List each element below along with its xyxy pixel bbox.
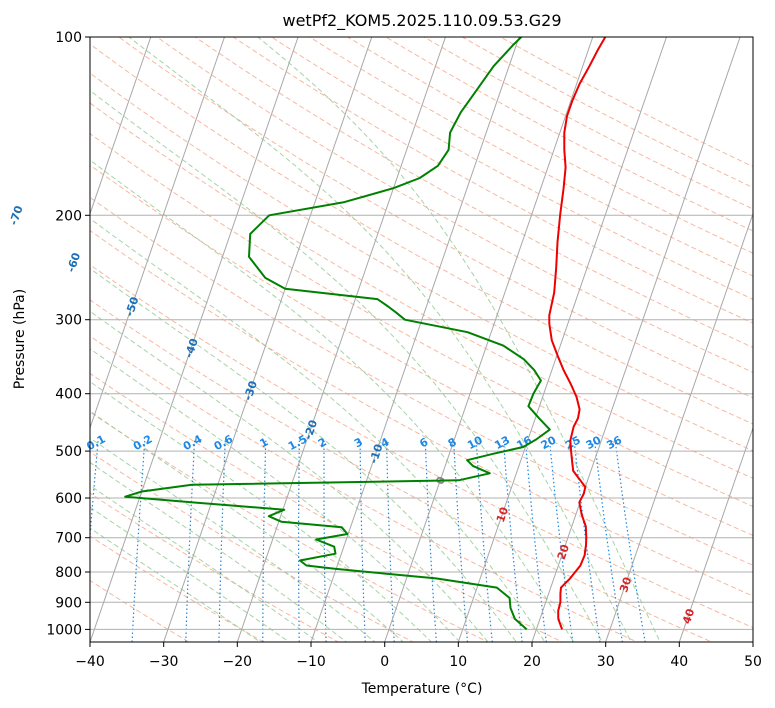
isotherm-line — [90, 37, 299, 642]
moist-adiabat-line — [90, 527, 262, 642]
mixing-ratio-line — [614, 440, 646, 642]
moist-adiabat-line — [90, 89, 603, 642]
mixing-ratio-label: 13 — [492, 433, 512, 452]
x-tick-label: 50 — [744, 654, 762, 670]
x-tick-label: −30 — [149, 654, 179, 670]
moist-adiabat-line — [90, 506, 290, 642]
isotherm-label: -10 — [367, 442, 386, 465]
x-tick-label: 0 — [380, 654, 389, 670]
temperature-profile-line — [548, 37, 607, 630]
isotherm-label: -40 — [182, 336, 201, 359]
dry-adiabat-line — [461, 37, 753, 189]
isotherm-label: -60 — [64, 251, 83, 274]
isotherm-label: 10 — [494, 505, 511, 524]
isotherm-line — [678, 426, 753, 642]
pressure-gridlines — [90, 37, 753, 630]
y-tick-label: 700 — [55, 531, 82, 547]
dry-adiabat-line — [156, 37, 753, 373]
dry-adiabat-line — [499, 37, 753, 168]
dewpoint-profile-line — [124, 37, 551, 631]
mixing-ratio-lines — [90, 440, 646, 642]
isotherm-line — [236, 37, 447, 642]
isotherm-label: -50 — [123, 295, 142, 318]
x-tick-label: 20 — [523, 654, 541, 670]
isotherm-line — [90, 37, 226, 430]
plot-frame — [89, 36, 754, 643]
dry-adiabat-line — [90, 133, 753, 508]
isotherm-label: 20 — [555, 542, 572, 561]
dry-adiabat-line — [90, 535, 265, 642]
chart-title: wetPf2_KOM5.2025.110.09.53.G29 — [282, 11, 561, 31]
x-tick-label: −40 — [75, 654, 105, 670]
isotherms — [90, 37, 753, 642]
isotherm-line — [163, 37, 373, 642]
dry-adiabat-line — [90, 229, 753, 597]
mixing-ratio-label: 20 — [539, 433, 559, 452]
mixing-ratio-label: 25 — [563, 433, 583, 452]
isotherm-label: -30 — [241, 379, 260, 402]
dry-adiabat-line — [90, 43, 753, 425]
dry-adiabat-line — [90, 164, 753, 537]
mixing-ratio-line — [594, 440, 623, 642]
y-tick-label: 400 — [55, 387, 82, 403]
x-axis-ticks: −40 −30 −20 −10 0 10 20 30 40 50 — [75, 642, 762, 670]
y-tick-label: 900 — [55, 595, 82, 611]
y-axis-ticks: 100 200 300 400 500 600 700 800 900 1000 — [46, 30, 90, 638]
x-tick-label: −10 — [296, 654, 326, 670]
dry-adiabat-line — [423, 37, 753, 210]
sounding-profiles — [124, 37, 607, 631]
isotherm-line — [605, 212, 753, 642]
y-tick-label: 800 — [55, 565, 82, 581]
x-tick-label: 30 — [597, 654, 615, 670]
mixing-ratio-label: 30 — [584, 433, 604, 452]
moist-adiabat-line — [90, 348, 461, 642]
x-tick-label: 40 — [670, 654, 688, 670]
y-tick-label: 100 — [55, 30, 82, 46]
y-tick-label: 300 — [55, 313, 82, 329]
y-axis-title: Pressure (hPa) — [12, 289, 28, 389]
isotherm-line — [310, 37, 520, 642]
dry-adiabat-line — [90, 196, 753, 566]
y-tick-label: 1000 — [46, 622, 82, 638]
dry-adiabat-line — [384, 37, 753, 232]
isotherm-line — [457, 37, 668, 642]
y-tick-label: 200 — [55, 208, 82, 224]
isotherm-line — [90, 37, 152, 216]
isotherm-line — [384, 37, 594, 642]
y-tick-label: 600 — [55, 491, 82, 507]
isotherm-label: -70 — [7, 204, 26, 227]
x-tick-label: −20 — [223, 654, 253, 670]
plot-area — [90, 37, 753, 642]
dry-adiabat-line — [90, 72, 753, 452]
dry-adiabat-line — [346, 37, 753, 254]
mixing-ratio-label: 36 — [604, 433, 624, 452]
isotherm-line — [531, 37, 741, 642]
isotherm-label: -20 — [301, 418, 320, 441]
mixing-ratio-label: 10 — [465, 433, 485, 452]
moist-adiabat-line — [90, 437, 376, 642]
y-tick-label: 500 — [55, 444, 82, 460]
isotherm-label: 30 — [617, 575, 634, 594]
x-axis-title: Temperature (°C) — [361, 681, 483, 697]
isotherm-label: 40 — [680, 607, 697, 626]
dry-adiabat-line — [90, 299, 714, 642]
x-tick-label: 10 — [449, 654, 467, 670]
dry-adiabats — [90, 37, 753, 642]
dry-adiabat-line — [117, 37, 753, 399]
